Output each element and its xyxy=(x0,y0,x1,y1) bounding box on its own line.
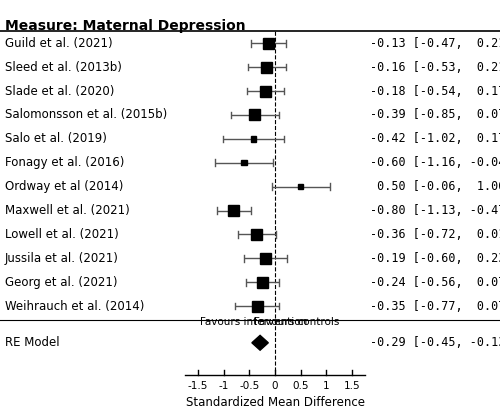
Text: 0: 0 xyxy=(272,381,278,391)
Text: -0.60 [-1.16, -0.04]: -0.60 [-1.16, -0.04] xyxy=(370,156,500,169)
Text: Jussila et al. (2021): Jussila et al. (2021) xyxy=(5,252,119,265)
Text: 1: 1 xyxy=(323,381,330,391)
Text: -0.16 [-0.53,  0.21]: -0.16 [-0.53, 0.21] xyxy=(370,61,500,74)
Bar xyxy=(257,277,268,288)
Text: -0.39 [-0.85,  0.07]: -0.39 [-0.85, 0.07] xyxy=(370,108,500,122)
Text: -0.13 [-0.47,  0.21]: -0.13 [-0.47, 0.21] xyxy=(370,37,500,50)
Text: Favours controls: Favours controls xyxy=(254,317,340,327)
Text: Lowell et al. (2021): Lowell et al. (2021) xyxy=(5,228,119,241)
Bar xyxy=(260,86,271,96)
Bar xyxy=(228,205,239,216)
Bar xyxy=(298,184,304,190)
Text: Standardized Mean Difference: Standardized Mean Difference xyxy=(186,396,364,410)
Text: 1.5: 1.5 xyxy=(344,381,360,391)
Text: -0.18 [-0.54,  0.17]: -0.18 [-0.54, 0.17] xyxy=(370,84,500,98)
Text: -0.24 [-0.56,  0.07]: -0.24 [-0.56, 0.07] xyxy=(370,276,500,289)
Text: Slade et al. (2020): Slade et al. (2020) xyxy=(5,84,114,98)
Text: -1: -1 xyxy=(218,381,229,391)
Bar xyxy=(252,301,262,311)
Text: Measure: Maternal Depression: Measure: Maternal Depression xyxy=(5,19,246,33)
Text: 0.50 [-0.06,  1.06]: 0.50 [-0.06, 1.06] xyxy=(370,180,500,193)
Text: Fonagy et al. (2016): Fonagy et al. (2016) xyxy=(5,156,124,169)
Text: Georg et al. (2021): Georg et al. (2021) xyxy=(5,276,117,289)
Text: -0.42 [-1.02,  0.17]: -0.42 [-1.02, 0.17] xyxy=(370,132,500,145)
Text: Guild et al. (2021): Guild et al. (2021) xyxy=(5,37,112,50)
Text: Maxwell et al. (2021): Maxwell et al. (2021) xyxy=(5,204,130,217)
Text: -0.35 [-0.77,  0.07]: -0.35 [-0.77, 0.07] xyxy=(370,300,500,313)
Polygon shape xyxy=(252,335,268,350)
Bar xyxy=(250,136,256,142)
Text: Salomonsson et al. (2015b): Salomonsson et al. (2015b) xyxy=(5,108,167,122)
Text: Salo et al. (2019): Salo et al. (2019) xyxy=(5,132,107,145)
Text: -1.5: -1.5 xyxy=(188,381,208,391)
Text: -0.29 [-0.45, -0.13]: -0.29 [-0.45, -0.13] xyxy=(370,336,500,349)
Text: RE Model: RE Model xyxy=(5,336,60,349)
Text: Ordway et al (2014): Ordway et al (2014) xyxy=(5,180,124,193)
Text: Favours intervention: Favours intervention xyxy=(200,317,307,327)
Bar xyxy=(251,229,262,240)
Bar xyxy=(250,110,260,120)
Text: -0.5: -0.5 xyxy=(239,381,260,391)
Bar xyxy=(262,62,272,73)
Bar xyxy=(263,38,274,49)
Bar xyxy=(242,160,247,166)
Bar xyxy=(260,253,270,264)
Text: 0.5: 0.5 xyxy=(292,381,309,391)
Text: -0.36 [-0.72,  0.01]: -0.36 [-0.72, 0.01] xyxy=(370,228,500,241)
Text: -0.19 [-0.60,  0.23]: -0.19 [-0.60, 0.23] xyxy=(370,252,500,265)
Text: Sleed et al. (2013b): Sleed et al. (2013b) xyxy=(5,61,122,74)
Text: -0.80 [-1.13, -0.47]: -0.80 [-1.13, -0.47] xyxy=(370,204,500,217)
Text: Weihrauch et al. (2014): Weihrauch et al. (2014) xyxy=(5,300,144,313)
